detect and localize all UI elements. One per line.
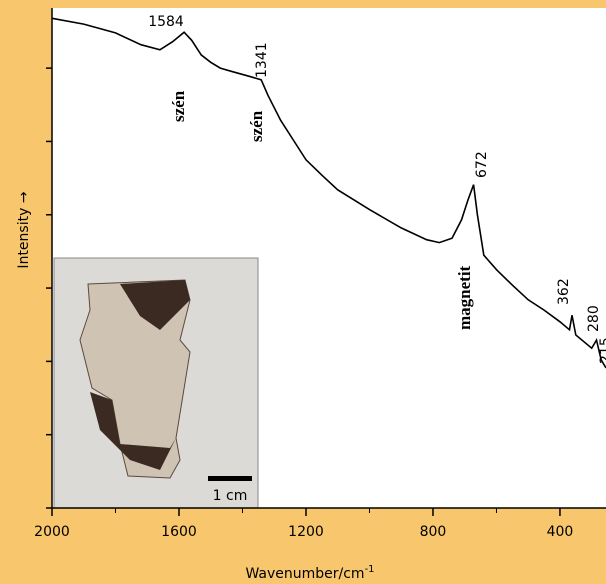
peak-label: 362 xyxy=(556,278,572,305)
x-tick-label: 400 xyxy=(547,524,574,540)
inset-photo: 1 cm xyxy=(53,257,259,509)
x-tick-label: 1200 xyxy=(288,524,324,540)
x-axis-title: Wavenumber/cm-1 xyxy=(245,564,374,582)
x-tick-label: 800 xyxy=(420,524,447,540)
x-tick-label: 2000 xyxy=(34,524,70,540)
sherd xyxy=(79,279,191,479)
x-tick-label: 1600 xyxy=(161,524,197,540)
sherd-pattern xyxy=(90,392,176,470)
peak-label: 215 xyxy=(598,337,606,364)
spectrum-line xyxy=(51,17,606,369)
scale-label: 1 cm xyxy=(213,488,248,504)
peak-label: 672 xyxy=(474,151,490,178)
peak-label: 1341 xyxy=(254,42,270,78)
x-axis-title-text: Wavenumber/cm xyxy=(245,566,364,582)
x-axis-title-sup: -1 xyxy=(365,564,375,575)
band-label: szén xyxy=(247,110,266,142)
peak-label: 280 xyxy=(586,305,602,332)
scale-bar xyxy=(208,476,252,481)
band-label: szén xyxy=(169,90,188,122)
y-axis-title: Intensity → xyxy=(16,191,32,268)
sherd-pattern xyxy=(120,280,190,330)
band-label: magnetit xyxy=(455,265,474,330)
peak-label: 1584 xyxy=(148,14,184,30)
